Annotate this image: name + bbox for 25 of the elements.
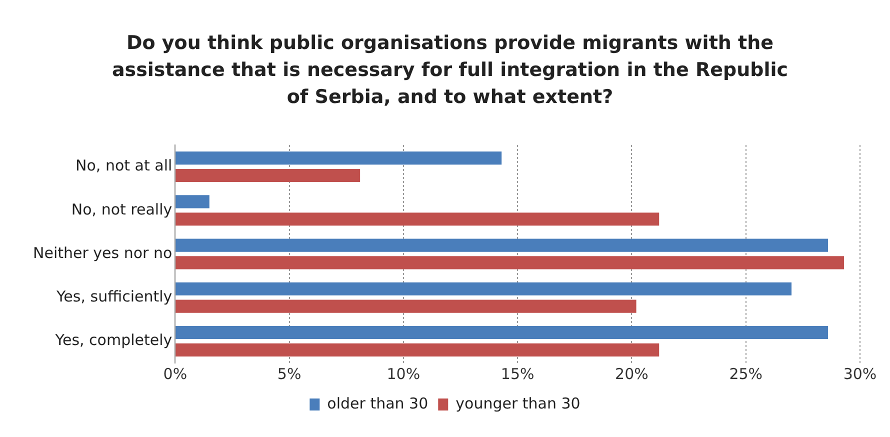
bar bbox=[176, 300, 636, 313]
chart-title: Do you think public organisations provide migrants with the assistance that is necessary for full integration in the Republic of Serbia, and to what extent? bbox=[110, 31, 789, 110]
bar bbox=[176, 212, 660, 226]
legend-label: older than 30 bbox=[327, 394, 428, 412]
bar bbox=[176, 168, 360, 182]
x-tick-label: 15% bbox=[500, 364, 534, 383]
x-tick-label: 30% bbox=[843, 364, 877, 383]
bar bbox=[176, 238, 828, 252]
x-tick-label: 10% bbox=[386, 364, 420, 383]
bar bbox=[176, 195, 210, 208]
x-tick-label: 20% bbox=[615, 364, 648, 383]
bar bbox=[176, 256, 844, 270]
legend-label: younger than 30 bbox=[456, 394, 580, 412]
x-tick-label: 5% bbox=[277, 364, 302, 383]
y-tick-label: Neither yes nor no bbox=[32, 244, 172, 262]
y-tick-label: No, not at all bbox=[76, 156, 172, 175]
x-tick-label: 0% bbox=[163, 364, 188, 383]
bar bbox=[176, 326, 828, 340]
y-tick-label: Yes, completely bbox=[54, 331, 172, 350]
y-tick-label: No, not really bbox=[71, 200, 172, 218]
bar bbox=[176, 282, 792, 296]
x-tick-label: 25% bbox=[729, 364, 763, 383]
y-tick-label: Yes, sufficiently bbox=[56, 287, 172, 306]
bar bbox=[176, 152, 502, 165]
bar bbox=[176, 343, 660, 356]
